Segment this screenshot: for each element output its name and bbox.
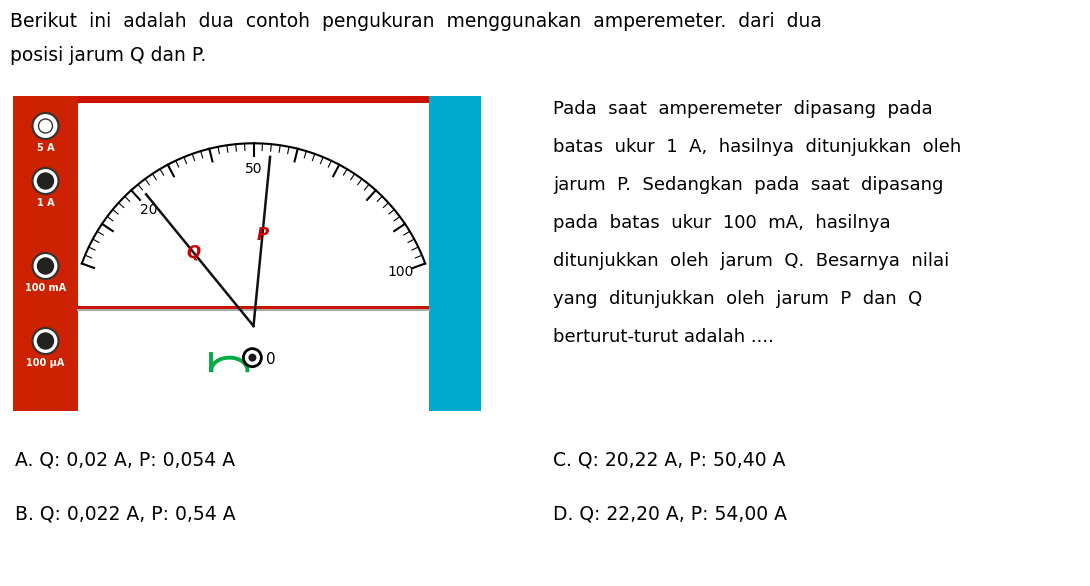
- Circle shape: [33, 168, 59, 194]
- Circle shape: [37, 258, 53, 274]
- Text: 100 mA: 100 mA: [25, 283, 66, 293]
- Text: 100: 100: [388, 265, 414, 280]
- Text: A. Q: 0,02 A, P: 0,054 A: A. Q: 0,02 A, P: 0,054 A: [15, 450, 235, 469]
- Text: Pada  saat  amperemeter  dipasang  pada: Pada saat amperemeter dipasang pada: [553, 100, 933, 118]
- Text: B. Q: 0,022 A, P: 0,54 A: B. Q: 0,022 A, P: 0,54 A: [15, 505, 235, 524]
- Text: posisi jarum Q dan P.: posisi jarum Q dan P.: [10, 46, 206, 65]
- Circle shape: [37, 333, 53, 349]
- Text: 100 μA: 100 μA: [26, 358, 64, 368]
- Circle shape: [33, 328, 59, 354]
- Text: Berikut  ini  adalah  dua  contoh  pengukuran  menggunakan  amperemeter.  dari  : Berikut ini adalah dua contoh pengukuran…: [10, 12, 822, 31]
- Bar: [429, 96, 481, 411]
- Circle shape: [249, 353, 256, 362]
- Text: Q: Q: [186, 243, 201, 261]
- Circle shape: [37, 173, 53, 189]
- Text: 1 A: 1 A: [37, 198, 54, 208]
- Text: D. Q: 22,20 A, P: 54,00 A: D. Q: 22,20 A, P: 54,00 A: [553, 505, 787, 524]
- Text: batas  ukur  1  A,  hasilnya  ditunjukkan  oleh: batas ukur 1 A, hasilnya ditunjukkan ole…: [553, 138, 961, 156]
- Text: berturut-turut adalah ....: berturut-turut adalah ....: [553, 328, 774, 346]
- Bar: [13, 96, 481, 411]
- Text: ditunjukkan  oleh  jarum  Q.  Besarnya  nilai: ditunjukkan oleh jarum Q. Besarnya nilai: [553, 252, 949, 270]
- Text: yang  ditunjukkan  oleh  jarum  P  dan  Q: yang ditunjukkan oleh jarum P dan Q: [553, 290, 922, 308]
- Text: 5 A: 5 A: [37, 143, 54, 153]
- Text: 20: 20: [140, 203, 157, 217]
- Text: jarum  P.  Sedangkan  pada  saat  dipasang: jarum P. Sedangkan pada saat dipasang: [553, 176, 943, 194]
- Circle shape: [243, 349, 262, 367]
- Circle shape: [38, 119, 52, 133]
- Bar: [78, 103, 429, 306]
- Text: pada  batas  ukur  100  mA,  hasilnya: pada batas ukur 100 mA, hasilnya: [553, 214, 891, 232]
- Circle shape: [33, 253, 59, 279]
- Circle shape: [33, 113, 59, 139]
- Text: 50: 50: [245, 162, 263, 176]
- Text: P: P: [256, 226, 268, 244]
- Bar: [78, 310, 429, 412]
- Bar: [13, 96, 78, 411]
- Text: 0: 0: [266, 352, 276, 367]
- Text: C. Q: 20,22 A, P: 50,40 A: C. Q: 20,22 A, P: 50,40 A: [553, 450, 786, 469]
